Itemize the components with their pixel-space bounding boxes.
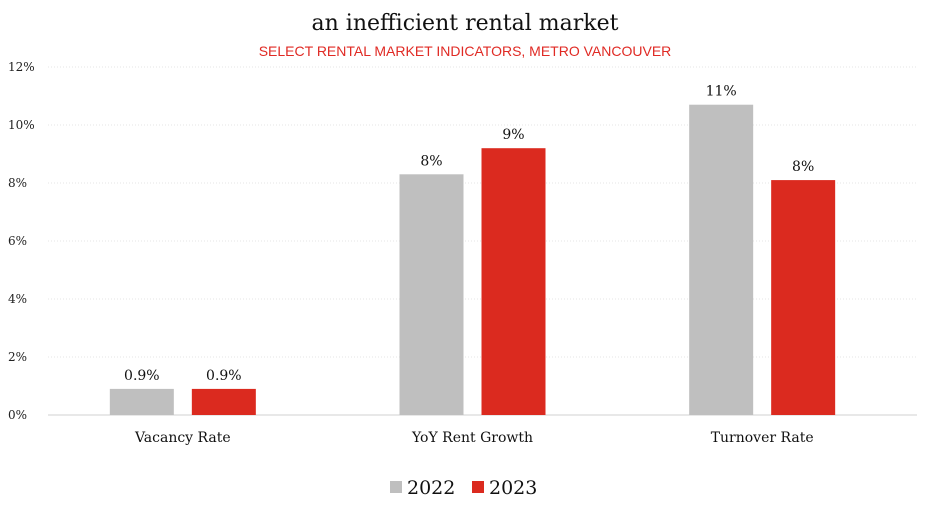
chart-subtitle: SELECT RENTAL MARKET INDICATORS, METRO V…: [259, 43, 672, 59]
y-tick-label: 0%: [8, 408, 27, 422]
legend-swatch-2023: [472, 481, 484, 493]
y-tick-label: 12%: [8, 60, 35, 74]
data-label: 11%: [706, 84, 737, 100]
x-tick-label: Turnover Rate: [711, 430, 814, 446]
data-label: 8%: [792, 159, 814, 175]
legend-label: 2023: [489, 477, 537, 499]
data-label: 8%: [420, 153, 442, 169]
x-tick-label: Vacancy Rate: [134, 430, 231, 446]
y-tick-label: 10%: [8, 118, 35, 132]
y-tick-label: 2%: [8, 350, 27, 364]
y-tick-label: 4%: [8, 292, 27, 306]
data-label: 0.9%: [206, 368, 242, 384]
bar-2023: [481, 148, 546, 415]
bar-2023: [191, 388, 256, 415]
data-label: 9%: [502, 127, 524, 143]
chart-title: an inefficient rental market: [312, 11, 619, 36]
bar-2023: [771, 180, 836, 415]
bar-2022: [109, 388, 174, 415]
y-tick-label: 8%: [8, 176, 27, 190]
data-label: 0.9%: [124, 368, 160, 384]
x-tick-label: YoY Rent Growth: [411, 430, 533, 446]
legend-swatch-2022: [390, 481, 402, 493]
bar-2022: [399, 174, 464, 415]
bar-2022: [689, 104, 754, 415]
legend-label: 2022: [407, 477, 455, 499]
y-tick-label: 6%: [8, 234, 27, 248]
